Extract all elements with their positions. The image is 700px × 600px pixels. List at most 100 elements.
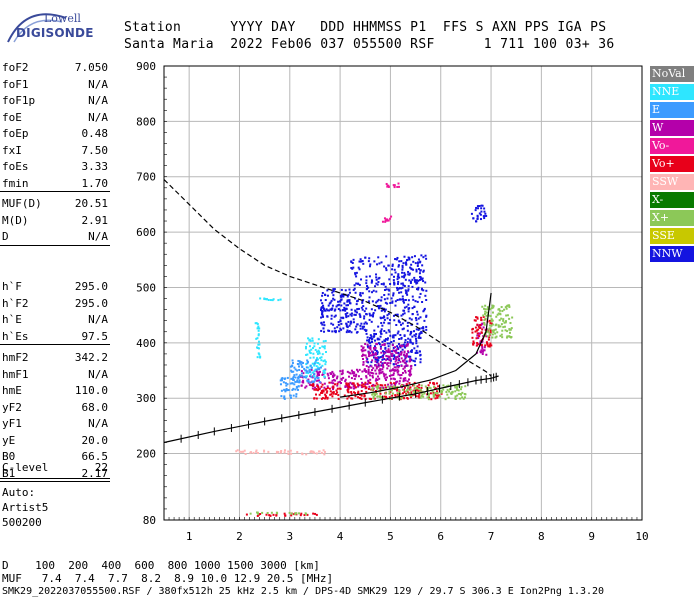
echo-point (387, 329, 390, 332)
echo-point (340, 328, 343, 331)
echo-point (404, 273, 407, 276)
echo-point (366, 343, 369, 346)
echo-point (324, 339, 327, 342)
echo-point (345, 323, 348, 326)
echo-point (411, 313, 414, 316)
echo-point (380, 261, 383, 264)
echo-point (417, 286, 420, 289)
echo-point (267, 450, 270, 453)
echo-point (508, 335, 511, 338)
echo-point (391, 352, 394, 355)
echo-point (374, 353, 377, 356)
echo-point (490, 307, 493, 310)
echo-point (358, 384, 361, 387)
echo-point (348, 300, 351, 303)
echo-point (428, 381, 431, 384)
echo-point (475, 344, 478, 347)
echo-point (444, 398, 447, 401)
echo-point (310, 348, 313, 351)
echo-point (422, 269, 425, 272)
echo-point (257, 343, 260, 346)
echo-point (279, 379, 282, 382)
echo-point (482, 314, 485, 317)
echo-point (351, 397, 354, 400)
echo-point (379, 361, 382, 364)
echo-point (407, 307, 410, 310)
echo-point (440, 392, 443, 395)
echo-point (326, 390, 329, 393)
echo-point (361, 357, 364, 360)
echo-point (326, 385, 329, 388)
echo-point (313, 342, 316, 345)
echo-point (410, 358, 413, 361)
echo-point (363, 322, 366, 325)
echo-point (500, 306, 503, 309)
echo-point (300, 374, 303, 377)
echo-point (348, 330, 351, 333)
echo-point (324, 309, 327, 312)
echo-point (374, 346, 377, 349)
echo-point (428, 386, 431, 389)
echo-point (413, 280, 416, 283)
echo-point (480, 349, 483, 352)
echo-point (375, 278, 378, 281)
echo-point (322, 369, 325, 372)
echo-point (400, 374, 403, 377)
echo-point (401, 371, 404, 374)
echo-point (416, 310, 419, 313)
echo-point (505, 305, 508, 308)
echo-point (312, 512, 315, 515)
echo-point (409, 386, 412, 389)
echo-point (502, 318, 505, 321)
echo-point (296, 451, 299, 454)
echo-point (359, 316, 362, 319)
echo-point (330, 308, 333, 311)
echo-point (316, 362, 319, 365)
echo-point (480, 319, 483, 322)
param-yf2: yF2 68.0 (2, 401, 108, 415)
y-tick-label: 900 (136, 60, 156, 73)
echo-point (410, 268, 413, 271)
echo-point (257, 347, 260, 350)
echo-point (478, 212, 481, 215)
param-value: N/A (88, 313, 108, 326)
echo-point (497, 325, 500, 328)
echo-point (408, 374, 411, 377)
param-ye: yE 20.0 (2, 434, 108, 448)
echo-point (409, 281, 412, 284)
echo-point (405, 290, 408, 293)
echo-point (364, 354, 367, 357)
echo-point (405, 356, 408, 359)
echo-point (322, 340, 325, 343)
echo-point (257, 333, 260, 336)
echo-point (390, 383, 393, 386)
echo-point (318, 371, 321, 374)
echo-point (316, 375, 319, 378)
echo-point (407, 285, 410, 288)
echo-point (405, 353, 408, 356)
echo-point (403, 284, 406, 287)
echo-point (321, 292, 324, 295)
echo-point (310, 384, 313, 387)
echo-point (350, 312, 353, 315)
echo-point (483, 207, 486, 210)
echo-point (478, 332, 481, 335)
echo-point (256, 451, 259, 454)
plot-frame (163, 65, 643, 521)
echo-point (374, 364, 377, 367)
echo-point (421, 264, 424, 267)
echo-point (249, 512, 252, 515)
echo-point (398, 276, 401, 279)
echo-point (293, 374, 296, 377)
echo-point (375, 372, 378, 375)
echo-point (405, 393, 408, 396)
echo-point (391, 268, 394, 271)
echo-point (258, 327, 261, 330)
param-value: 7.50 (81, 143, 109, 157)
echo-point (385, 379, 388, 382)
echo-point (388, 350, 391, 353)
echo-point (312, 346, 315, 349)
echo-point (408, 258, 411, 261)
echo-point (345, 331, 348, 334)
echo-point (374, 309, 377, 312)
